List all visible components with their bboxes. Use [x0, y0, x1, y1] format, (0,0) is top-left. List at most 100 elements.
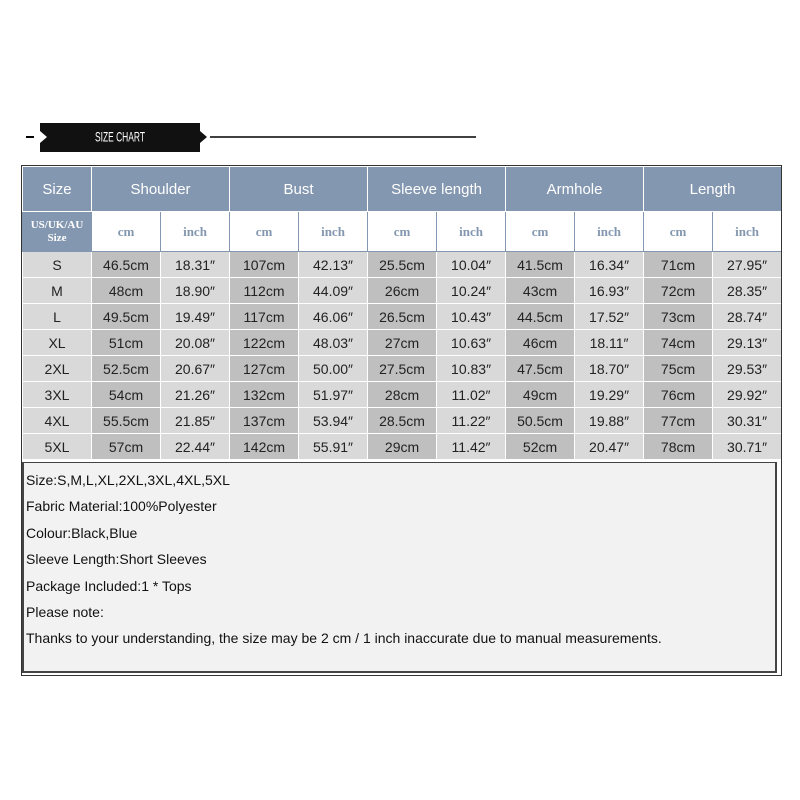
data-cell: 22.44″ — [159, 433, 231, 460]
data-cell: 46.5cm — [91, 251, 161, 278]
data-row: M 48cm 18.90″ 112cm 44.09″ 26cm 10.24″ 43cm 16.9… — [22, 277, 783, 304]
data-cell: 26.5cm — [367, 303, 438, 330]
data-cell: 30.71″ — [712, 433, 783, 460]
data-row: 5XL 57cm 22.44″ 142cm 55.91″ 29cm 11.42″ 52cm 20… — [22, 433, 783, 460]
data-cell: 19.29″ — [574, 381, 645, 408]
data-cell: 16.34″ — [574, 251, 645, 278]
note-line: Size:S,M,L,XL,2XL,3XL,4XL,5XL — [26, 472, 230, 488]
data-cell: 20.67″ — [159, 355, 231, 382]
data-cell: 18.70″ — [574, 355, 645, 382]
data-cell: 18.11″ — [574, 329, 645, 356]
data-cell: 72cm — [643, 277, 714, 304]
data-cell: 48.03″ — [298, 329, 369, 356]
data-cell: 142cm — [229, 433, 300, 460]
subheader-cell: cm — [505, 211, 576, 252]
data-cell: 127cm — [229, 355, 300, 382]
data-cell: 42.13″ — [298, 251, 369, 278]
data-cell: 76cm — [643, 381, 714, 408]
data-cell: 18.31″ — [159, 251, 231, 278]
data-cell: 28.35″ — [712, 277, 783, 304]
data-cell: 50.5cm — [505, 407, 576, 434]
data-cell: 49cm — [505, 381, 576, 408]
data-cell: 50.00″ — [298, 355, 369, 382]
data-cell: 46cm — [505, 329, 576, 356]
data-cell: 20.47″ — [574, 433, 645, 460]
data-cell: 77cm — [643, 407, 714, 434]
data-cell: 51.97″ — [298, 381, 369, 408]
header-cell: Armhole — [505, 166, 645, 212]
data-cell: 11.22″ — [436, 407, 507, 434]
size-cell: M — [22, 277, 92, 304]
header-cell: Size — [22, 166, 92, 212]
banner-title: SIZE CHART — [95, 129, 145, 145]
data-cell: 28.74″ — [712, 303, 783, 330]
data-cell: 19.88″ — [574, 407, 645, 434]
data-cell: 17.52″ — [574, 303, 645, 330]
data-cell: 18.90″ — [159, 277, 231, 304]
subheader-cell: cm — [367, 211, 438, 252]
note-line: Package Included:1 * Tops — [26, 577, 192, 594]
subheader-cell: cm — [91, 211, 161, 252]
subheader-cell: inch — [159, 211, 231, 252]
data-cell: 132cm — [229, 381, 300, 408]
data-row: 3XL 54cm 21.26″ 132cm 51.97″ 28cm 11.02″ 49cm 19… — [22, 381, 783, 408]
data-cell: 53.94″ — [298, 407, 369, 434]
header-row: Size Shoulder Bust Sleeve length Armhole Leng… — [22, 166, 783, 212]
note-line: Sleeve Length:Short Sleeves — [26, 551, 207, 568]
data-cell: 112cm — [229, 277, 300, 304]
data-cell: 41.5cm — [505, 251, 576, 278]
data-row: L 49.5cm 19.49″ 117cm 46.06″ 26.5cm 10.43″ 44.5… — [22, 303, 783, 330]
data-cell: 20.08″ — [159, 329, 231, 356]
data-cell: 16.93″ — [574, 277, 645, 304]
header-cell: Sleeve length — [367, 166, 507, 212]
data-cell: 57cm — [91, 433, 161, 460]
data-cell: 26cm — [367, 277, 438, 304]
size-cell: S — [22, 251, 92, 278]
size-cell: 3XL — [22, 381, 92, 408]
data-cell: 55.5cm — [91, 407, 161, 434]
subheader-row: US/UK/AU Size cm inch cm inch cm inch cm inch cm i… — [22, 211, 783, 252]
data-cell: 46.06″ — [298, 303, 369, 330]
data-cell: 55.91″ — [298, 433, 369, 460]
data-cell: 19.49″ — [159, 303, 231, 330]
data-cell: 27.95″ — [712, 251, 783, 278]
header-cell: Bust — [229, 166, 369, 212]
banner-tag — [40, 123, 207, 152]
data-cell: 10.04″ — [436, 251, 507, 278]
data-cell: 107cm — [229, 251, 300, 278]
note-line: Thanks to your understanding, the size m… — [26, 630, 662, 647]
data-cell: 30.31″ — [712, 407, 783, 434]
subheader-cell: inch — [298, 211, 369, 252]
data-cell: 74cm — [643, 329, 714, 356]
data-cell: 51cm — [91, 329, 161, 356]
data-cell: 49.5cm — [91, 303, 161, 330]
data-cell: 21.26″ — [159, 381, 231, 408]
data-cell: 44.09″ — [298, 277, 369, 304]
data-cell: 78cm — [643, 433, 714, 460]
data-cell: 73cm — [643, 303, 714, 330]
data-row: S 46.5cm 18.31″ 107cm 42.13″ 25.5cm 10.04″ 41.5… — [22, 251, 783, 278]
data-cell: 11.02″ — [436, 381, 507, 408]
data-cell: 28.5cm — [367, 407, 438, 434]
data-cell: 11.42″ — [436, 433, 507, 460]
data-cell: 117cm — [229, 303, 300, 330]
data-row: 2XL 52.5cm 20.67″ 127cm 50.00″ 27.5cm 10.83″ 47… — [22, 355, 783, 382]
subheader-cell: cm — [643, 211, 714, 252]
data-cell: 29.53″ — [712, 355, 783, 382]
data-cell: 137cm — [229, 407, 300, 434]
subheader-cell: inch — [436, 211, 507, 252]
note-line: Colour:Black,Blue — [26, 524, 138, 541]
data-cell: 10.24″ — [436, 277, 507, 304]
subheader-cell: US/UK/AU Size — [22, 211, 92, 252]
data-cell: 27.5cm — [367, 355, 438, 382]
data-cell: 29cm — [367, 433, 438, 460]
header-cell: Shoulder — [90, 166, 231, 212]
note-line: Fabric Material:100%Polyester — [26, 498, 217, 515]
data-cell: 43cm — [505, 277, 576, 304]
data-cell: 44.5cm — [505, 303, 576, 330]
data-cell: 122cm — [229, 329, 300, 356]
size-cell: 4XL — [22, 407, 92, 434]
data-row: XL 51cm 20.08″ 122cm 48.03″ 27cm 10.63″ 46cm 18.… — [22, 329, 783, 356]
data-cell: 21.85″ — [159, 407, 231, 434]
